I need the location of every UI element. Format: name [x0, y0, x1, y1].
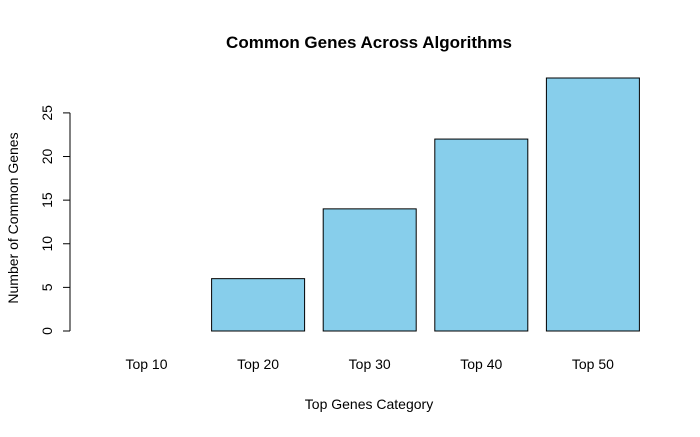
x-tick-label-top-20: Top 20 [237, 356, 279, 372]
y-tick-label: 0 [39, 327, 55, 335]
bar-top-40 [434, 138, 529, 332]
y-tick-label: 5 [39, 283, 55, 291]
bars-group [211, 77, 640, 332]
bar-top-30 [322, 208, 417, 332]
x-tick-label-top-40: Top 40 [460, 356, 502, 372]
bar-top-50 [545, 77, 640, 332]
y-axis: 0 5 10 15 20 25 [39, 105, 71, 335]
y-tick-label: 10 [39, 236, 55, 252]
y-tick-label: 25 [39, 105, 55, 121]
x-tick-label-top-10: Top 10 [125, 356, 167, 372]
bar-top-20 [211, 278, 306, 332]
y-tick-label: 15 [39, 192, 55, 208]
y-tick-label: 20 [39, 149, 55, 165]
x-tick-label-top-30: Top 30 [349, 356, 391, 372]
chart-title: Common Genes Across Algorithms [226, 33, 512, 52]
x-tick-label-top-50: Top 50 [572, 356, 614, 372]
y-axis-label: Number of Common Genes [5, 132, 21, 303]
x-axis-label: Top Genes Category [305, 396, 433, 412]
x-tick-labels: Top 10 Top 20 Top 30 Top 40 Top 50 [125, 356, 614, 372]
